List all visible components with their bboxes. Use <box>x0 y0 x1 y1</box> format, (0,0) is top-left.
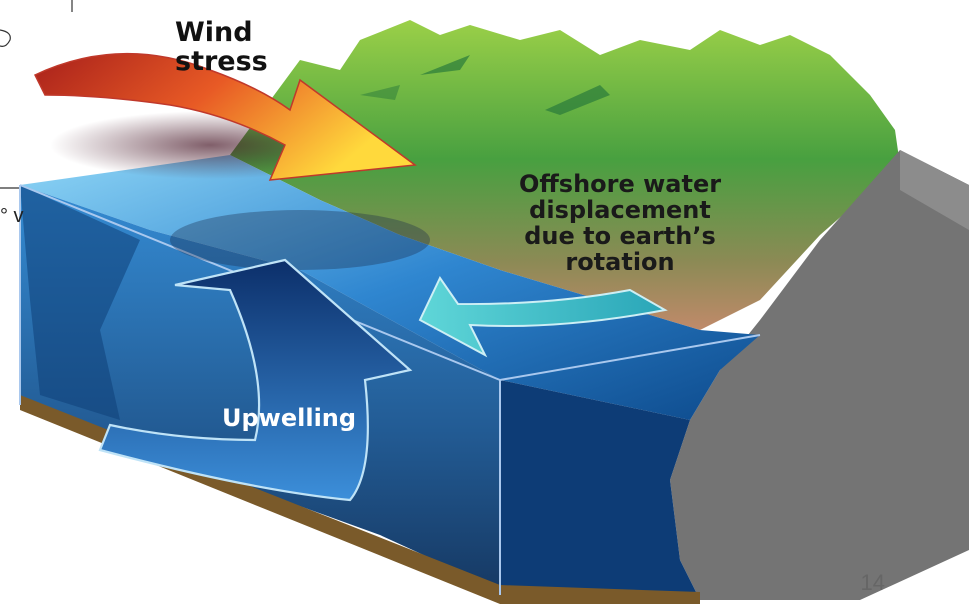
land-mountains <box>230 20 900 330</box>
upwelling-arrow <box>98 258 413 502</box>
offshore-line-2: displacement <box>529 195 711 224</box>
page-number: 14 <box>860 570 885 595</box>
offshore-line-3: due to earth’s <box>524 221 716 250</box>
wind-stress-label: Wind stress <box>175 18 268 76</box>
offshore-line-4: rotation <box>565 247 675 276</box>
ocean-surface <box>20 155 760 420</box>
cutoff-text: ° v <box>0 205 24 227</box>
offshore-line-1: Offshore water <box>518 170 722 198</box>
wind-stress-line-2: stress <box>175 46 268 78</box>
rock-cliff <box>670 150 969 600</box>
offshore-displacement-label: Offshore water displacement due to earth… <box>500 170 740 276</box>
cutoff-decoration <box>0 29 11 47</box>
offshore-displacement-arrow <box>418 276 668 358</box>
upwelling-label: Upwelling <box>222 404 357 432</box>
wind-stress-arrow <box>33 53 418 181</box>
wind-stress-line-1: Wind <box>175 17 253 48</box>
ocean-side-face <box>500 380 700 600</box>
